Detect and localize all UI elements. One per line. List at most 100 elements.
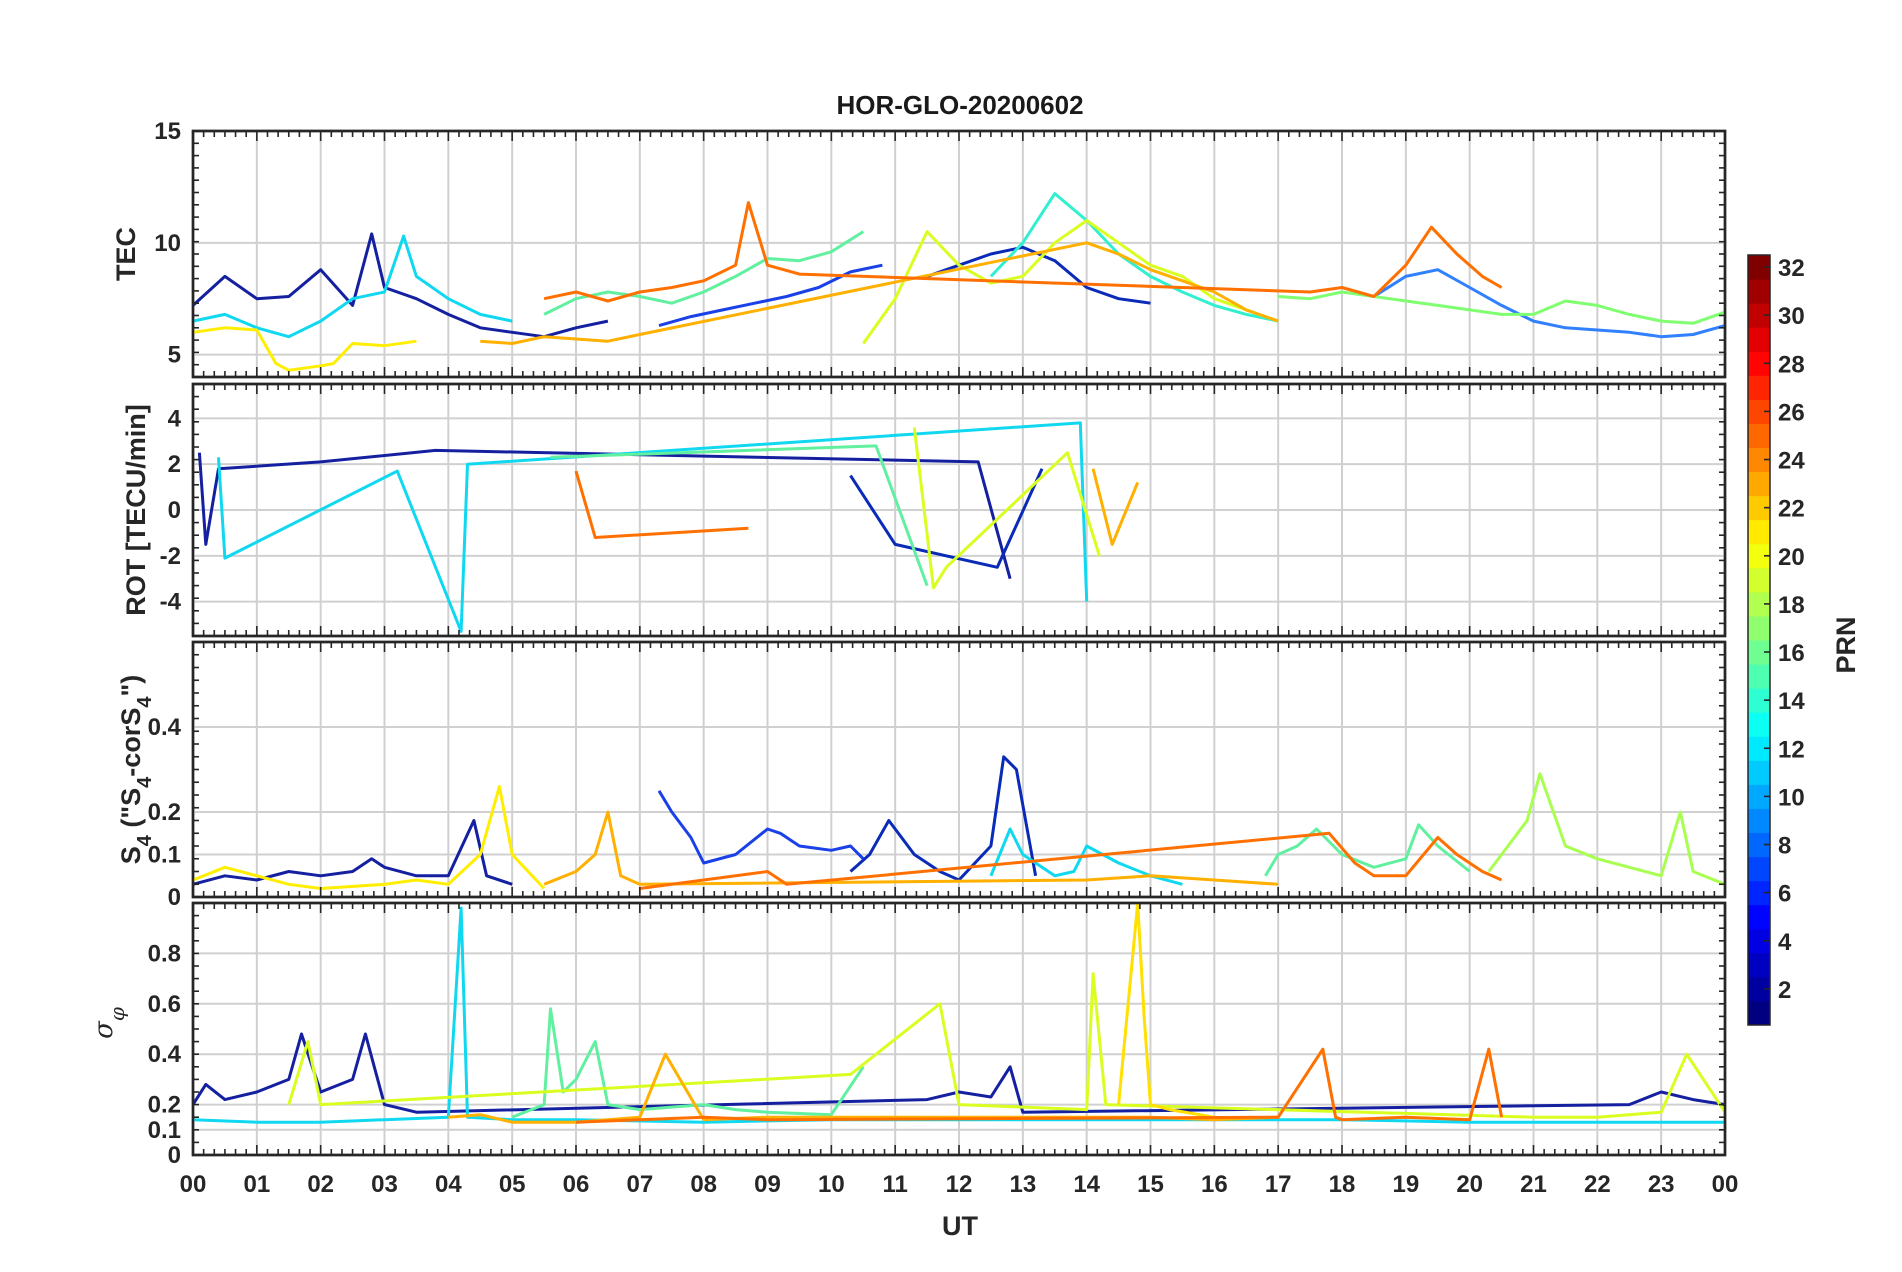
series-prn-22-tec <box>480 241 1279 345</box>
panel-border <box>191 901 1727 1157</box>
colorbar-swatch <box>1748 447 1770 473</box>
y-tick-label: 2 <box>168 451 181 478</box>
y-tick-label: 0.4 <box>148 1041 182 1068</box>
series-prn-12-tec <box>192 234 513 339</box>
series-prn-12-rot <box>217 421 1089 633</box>
x-tick-label: 03 <box>371 1171 398 1198</box>
colorbar-swatch <box>1748 495 1770 521</box>
y-tick-label: 0 <box>168 497 181 524</box>
colorbar-swatch <box>1748 640 1770 665</box>
colorbar-swatch <box>1748 784 1770 809</box>
y-axis-label-rot: ROT [TECU/min] <box>121 404 151 615</box>
panel-border <box>191 640 1727 899</box>
colorbar-swatch <box>1748 279 1770 304</box>
colorbar-swatch <box>1748 928 1770 954</box>
colorbar-tick-label: 10 <box>1778 784 1805 811</box>
colorbar-tick-label: 20 <box>1778 544 1805 571</box>
colorbar-swatch <box>1748 519 1770 545</box>
y-tick-label: 0.4 <box>148 714 182 741</box>
colorbar-swatch <box>1748 543 1770 569</box>
panel-border <box>191 129 1727 379</box>
x-tick-label: 21 <box>1520 1171 1547 1198</box>
x-tick-label: 06 <box>563 1171 590 1198</box>
x-tick-label: 07 <box>626 1171 653 1198</box>
series-prn-15-s4 <box>1264 823 1471 877</box>
colorbar-swatch <box>1748 471 1770 497</box>
x-tick-label: 09 <box>754 1171 781 1198</box>
colorbar-frame <box>1747 254 1771 1026</box>
series-prn-2-sigma_phi <box>191 1032 1726 1114</box>
colorbar-swatch <box>1748 880 1770 906</box>
colorbar-label: PRN <box>1831 616 1861 673</box>
series-prn-15-rot <box>550 444 929 587</box>
x-tick-label: 02 <box>307 1171 334 1198</box>
colorbar-swatch <box>1748 375 1770 400</box>
x-tick-label: 16 <box>1201 1171 1228 1198</box>
series-prn-15-tec <box>543 230 865 316</box>
series-prn-18-s4 <box>1487 772 1726 886</box>
y-tick-label: 15 <box>154 118 181 145</box>
series-prn-22-rot <box>1091 468 1140 546</box>
series-prn-3-s4 <box>849 755 1038 882</box>
colorbar-tick-label: 16 <box>1778 640 1805 667</box>
colorbar-tick-label: 6 <box>1778 881 1791 908</box>
series-prn-22-s4 <box>543 810 1279 886</box>
y-axis-label-tec: TEC <box>111 227 141 281</box>
series-prn-24-tec <box>543 201 1503 303</box>
x-tick-label: 04 <box>435 1171 462 1198</box>
colorbar-swatch <box>1748 664 1770 689</box>
colorbar-swatch <box>1748 688 1770 713</box>
y-tick-label: 0.8 <box>148 940 181 967</box>
x-tick-label: 20 <box>1456 1171 1483 1198</box>
colorbar-swatch <box>1748 327 1770 352</box>
plot-layer: 51015-4-202400.10.20.400.10.20.40.60.8TE… <box>89 118 1738 1198</box>
colorbar-swatch <box>1748 976 1770 1002</box>
colorbar-swatch <box>1748 832 1770 858</box>
x-tick-label: 19 <box>1392 1171 1419 1198</box>
series-prn-19-sigma_phi <box>287 972 1727 1119</box>
colorbar-tick-label: 14 <box>1778 688 1805 715</box>
series-prn-3-rot <box>849 468 1044 569</box>
colorbar-tick-label: 22 <box>1778 496 1805 523</box>
colorbar-swatch <box>1748 808 1770 833</box>
colorbar-swatch <box>1748 952 1770 978</box>
colorbar-swatch <box>1748 1000 1770 1026</box>
colorbar-swatch <box>1748 399 1770 424</box>
chart-title: HOR-GLO-20200602 <box>836 90 1083 120</box>
series-prn-12-s4 <box>989 827 1183 886</box>
x-tick-label: 12 <box>946 1171 973 1198</box>
colorbar-swatch <box>1748 760 1770 785</box>
colorbar-tick-label: 12 <box>1778 736 1805 763</box>
x-tick-label: 15 <box>1137 1171 1164 1198</box>
y-tick-label: -4 <box>160 589 182 616</box>
series-prn-21-sigma_phi <box>1117 901 1215 1119</box>
panel-s4: 0 0.1 0.2 0.4 <box>148 640 1727 911</box>
y-tick-label: 0.6 <box>148 991 181 1018</box>
x-tick-label: 08 <box>690 1171 717 1198</box>
colorbar-tick-label: 4 <box>1778 929 1792 956</box>
y-tick-label: 5 <box>168 342 181 369</box>
y-tick-label: 0.1 <box>148 842 181 869</box>
series-prn-5-s4 <box>657 790 865 865</box>
colorbar-swatch <box>1748 736 1770 761</box>
colorbar-swatch <box>1748 567 1770 593</box>
panel-tec: 5 10 15 <box>154 118 1727 379</box>
colorbar-tick-label: 30 <box>1778 303 1805 330</box>
colorbar-swatch <box>1748 712 1770 737</box>
colorbar-tick-label: 24 <box>1778 448 1805 475</box>
series-prn-15-sigma_phi <box>511 1007 865 1119</box>
x-tick-label: 18 <box>1329 1171 1356 1198</box>
panel-sigma_phi: 00.10.2 0.4 0.6 0.8 <box>148 901 1727 1169</box>
x-tick-label: 22 <box>1584 1171 1611 1198</box>
colorbar-swatch <box>1748 303 1770 328</box>
y-tick-label: 4 <box>168 405 182 432</box>
colorbar-tick-label: 26 <box>1778 399 1805 426</box>
series-prn-2-s4 <box>192 819 513 886</box>
series-prn-16-tec <box>1278 290 1726 325</box>
series-prn-19-rot <box>912 427 1101 590</box>
series-prn-2-rot <box>197 448 1012 580</box>
y-tick-label: 0.2 <box>148 799 181 826</box>
panel-border <box>191 382 1727 638</box>
